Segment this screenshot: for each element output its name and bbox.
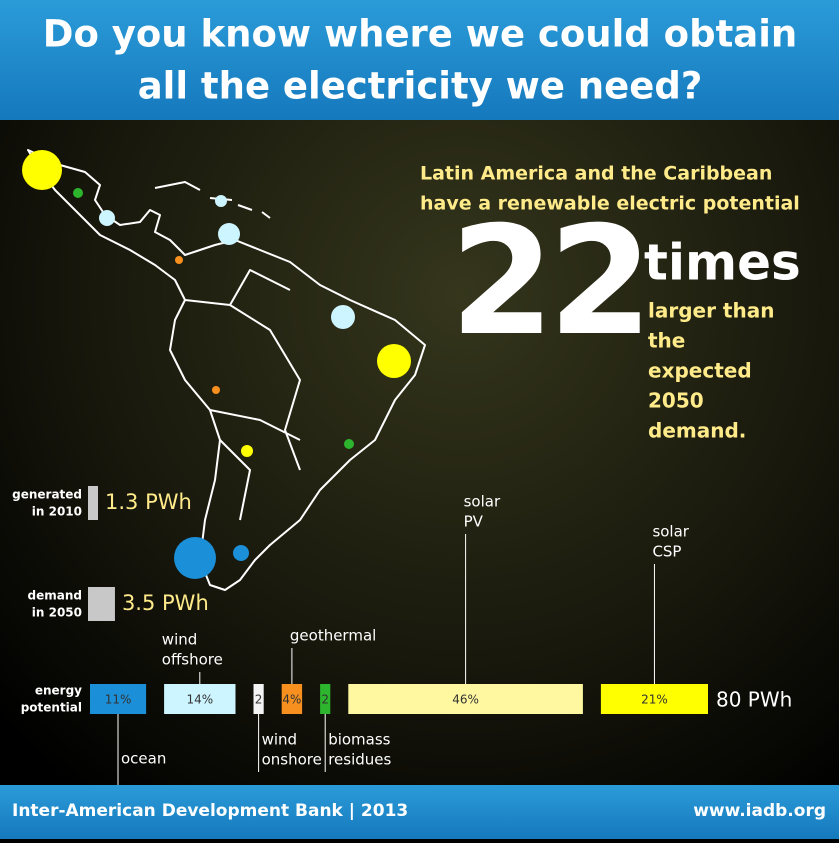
segment-name: biomass <box>328 731 390 749</box>
segment-value-label: 21% <box>641 693 668 707</box>
amount-bar <box>88 486 99 520</box>
energy-potential: energy potential 11% ocean 14% wind offshore 2 w… <box>21 493 792 792</box>
site <box>331 305 355 329</box>
site <box>174 537 216 579</box>
footer-right: www.iadb.org <box>693 801 826 821</box>
headline-intro: Latin America and the Caribbean <box>420 163 772 185</box>
segment-bar <box>348 684 583 714</box>
segment-bar <box>600 684 708 714</box>
site <box>22 150 62 190</box>
row-label: in 2050 <box>32 606 82 620</box>
footer-band <box>0 785 839 839</box>
segment-name: onshore <box>262 751 322 769</box>
site <box>215 195 227 207</box>
row-label: potential <box>21 701 82 715</box>
site <box>73 188 83 198</box>
site <box>175 256 183 264</box>
title: all the electricity we need? <box>138 65 703 108</box>
row-label: energy <box>35 684 82 698</box>
headline-rest-line: expected <box>648 359 752 383</box>
segment-bar <box>90 684 147 714</box>
site <box>344 439 354 449</box>
segment-name: geothermal <box>290 627 376 645</box>
segment-name: ocean <box>121 750 166 768</box>
segment-bar <box>320 684 331 714</box>
title: Do you know where we could obtain <box>43 13 798 56</box>
header-band <box>0 0 839 120</box>
site <box>377 344 411 378</box>
segment-name: solar <box>652 523 689 541</box>
amount-bar <box>88 587 115 621</box>
segment-name: CSP <box>652 543 681 561</box>
amount-label: 3.5 PWh <box>122 591 209 615</box>
site <box>218 223 240 245</box>
row-label: demand <box>28 589 82 603</box>
segment-name: wind <box>262 731 297 749</box>
segment-value-label: 11% <box>105 693 132 707</box>
headline-intro: have a renewable electric potential <box>420 193 800 215</box>
site <box>233 545 249 561</box>
segment-name: offshore <box>162 651 223 669</box>
segment-name: PV <box>464 513 484 531</box>
segment-value-label: 2 <box>255 693 263 707</box>
segment-bar <box>164 684 236 714</box>
segment-bar <box>281 684 303 714</box>
headline-rest: larger than the expected 2050 demand. <box>648 299 774 443</box>
row-label: in 2010 <box>32 505 82 519</box>
headline-number: 22 <box>450 195 647 369</box>
site <box>212 386 220 394</box>
headline-unit: times <box>644 234 801 292</box>
segment-name: solar <box>464 493 501 511</box>
headline-rest-line: the <box>648 329 685 353</box>
headline-rest-line: larger than <box>648 299 774 323</box>
segment-bar <box>253 684 264 714</box>
generation: generated in 2010 1.3 PWh demand in 2050 3.5 … <box>12 486 209 621</box>
site <box>241 445 253 457</box>
segment-value-label: 46% <box>452 693 479 707</box>
row-label: generated <box>12 488 82 502</box>
total-label: 80 PWh <box>716 688 792 712</box>
segment-value-label: 14% <box>186 693 213 707</box>
map <box>27 149 426 591</box>
amount-label: 1.3 PWh <box>105 490 192 514</box>
segment-value-label: 2 <box>321 693 329 707</box>
headline-rest-line: 2050 <box>648 389 704 413</box>
footer-left: Inter-American Development Bank | 2013 <box>12 801 408 821</box>
map-sites <box>22 150 411 579</box>
segment-value-label: 4% <box>282 693 301 707</box>
headline-rest-line: demand. <box>648 419 746 443</box>
site <box>99 210 115 226</box>
segment-name: wind <box>162 631 197 649</box>
segment-name: residues <box>328 751 391 769</box>
